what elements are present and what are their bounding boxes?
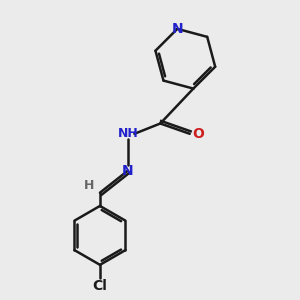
Text: NH: NH bbox=[118, 127, 138, 140]
Text: H: H bbox=[84, 179, 94, 192]
Text: N: N bbox=[172, 22, 183, 36]
Text: O: O bbox=[192, 127, 204, 141]
Text: Cl: Cl bbox=[92, 279, 107, 293]
Text: N: N bbox=[122, 164, 134, 178]
